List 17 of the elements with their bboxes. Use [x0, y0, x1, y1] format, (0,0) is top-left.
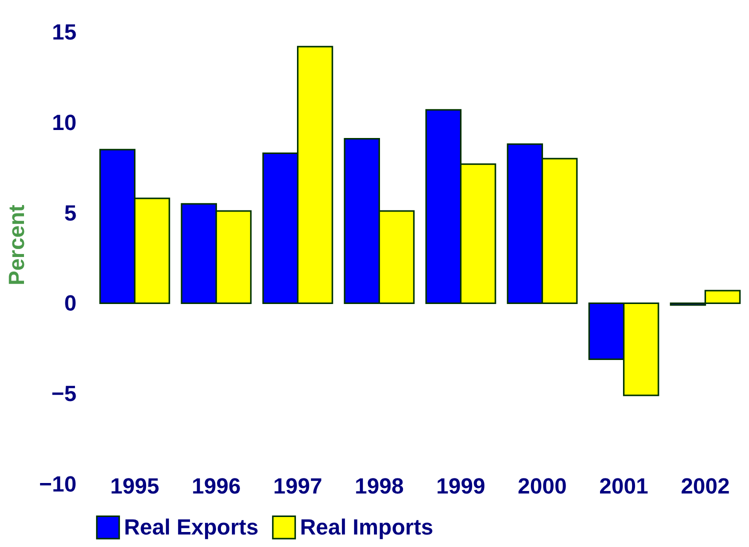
x-tick-label: 1997 [273, 474, 322, 498]
x-tick-label: 1999 [436, 474, 486, 498]
legend-label: Real Imports [300, 514, 434, 540]
x-tick-label: 1995 [110, 474, 160, 498]
y-tick-label: −5 [51, 381, 76, 406]
y-tick-label: 5 [64, 200, 76, 226]
y-tick-label: 15 [52, 20, 76, 45]
y-tick-label: 10 [52, 110, 76, 135]
x-tick-label: 2001 [599, 474, 648, 498]
legend-label: Real Exports [124, 514, 258, 540]
x-tick-label: 1996 [192, 474, 241, 498]
y-tick-label: 0 [64, 290, 76, 316]
y-axis-title: Percent [4, 204, 30, 286]
y-tick-label: −10 [39, 472, 76, 496]
x-tick-label: 1998 [354, 474, 404, 498]
x-tick-label: 2000 [518, 474, 567, 498]
x-tick-label: 2002 [680, 474, 730, 498]
